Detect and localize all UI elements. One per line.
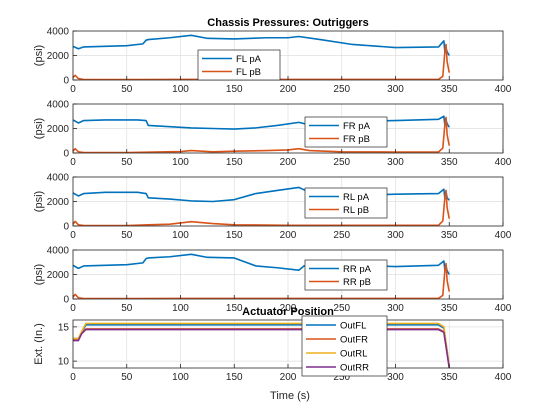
- legend-entry: RR pA: [343, 264, 372, 275]
- legend-entry: RL pB: [343, 205, 369, 216]
- x-tick-label: 100: [172, 157, 189, 168]
- y-tick-label: 0: [63, 76, 69, 87]
- x-tick-label: 300: [387, 157, 404, 168]
- series-line-outrl: [73, 322, 451, 367]
- legend-entry: FR pA: [343, 121, 371, 132]
- y-tick-label: 2000: [47, 51, 70, 62]
- chart-title: Chassis Pressures: Outriggers: [207, 17, 368, 29]
- x-tick-label: 350: [441, 230, 458, 241]
- x-tick-label: 250: [333, 157, 350, 168]
- x-tick-label: 0: [70, 372, 76, 383]
- legend-box: [304, 187, 388, 219]
- legend-box: [304, 116, 388, 148]
- x-tick-label: 250: [333, 303, 350, 314]
- x-tick-label: 300: [387, 230, 404, 241]
- x-tick-label: 250: [333, 372, 350, 383]
- y-tick-label: 15: [58, 322, 70, 333]
- series-line-rr-pa: [73, 253, 450, 275]
- y-tick-label: 10: [58, 357, 70, 368]
- x-tick-label: 350: [441, 157, 458, 168]
- x-tick-label: 100: [172, 372, 189, 383]
- x-tick-label: 400: [495, 303, 512, 314]
- x-tick-label: 300: [387, 84, 404, 95]
- x-tick-label: 0: [70, 303, 76, 314]
- y-tick-label: 2000: [47, 124, 70, 135]
- y-tick-label: 0: [63, 222, 69, 233]
- x-tick-label: 200: [280, 303, 297, 314]
- legend-entry: OutFR: [340, 335, 368, 346]
- x-tick-label: 150: [226, 372, 243, 383]
- y-tick-label: 2000: [47, 270, 70, 281]
- legend-entry: FL pB: [236, 67, 261, 78]
- y-tick-label: 4000: [47, 246, 70, 257]
- x-tick-label: 150: [226, 84, 243, 95]
- x-tick-label: 200: [280, 157, 297, 168]
- legend-box: [304, 259, 388, 291]
- x-tick-label: 350: [441, 372, 458, 383]
- y-axis-label: (psi): [33, 264, 45, 285]
- x-tick-label: 50: [121, 230, 133, 241]
- legend-entry: OutFL: [340, 321, 366, 332]
- y-tick-label: 0: [63, 295, 69, 306]
- x-tick-label: 50: [121, 84, 133, 95]
- x-tick-label: 150: [226, 303, 243, 314]
- x-tick-label: 300: [387, 303, 404, 314]
- legend-entry: OutRR: [340, 363, 369, 374]
- series-line-outrr: [73, 328, 451, 368]
- x-tick-label: 400: [495, 84, 512, 95]
- legend-entry: FL pA: [236, 54, 262, 65]
- legend-entry: RL pA: [343, 192, 370, 203]
- y-axis-label: Ext. (In.): [33, 323, 45, 365]
- series-line-rl-pa: [73, 186, 450, 203]
- x-tick-label: 300: [387, 372, 404, 383]
- y-axis-label: (psi): [33, 191, 45, 212]
- y-tick-label: 0: [63, 149, 69, 160]
- y-tick-label: 4000: [47, 100, 70, 111]
- x-tick-label: 400: [495, 230, 512, 241]
- x-tick-label: 0: [70, 230, 76, 241]
- x-tick-label: 150: [226, 230, 243, 241]
- y-tick-label: 4000: [47, 27, 70, 38]
- x-tick-label: 150: [226, 157, 243, 168]
- legend-entry: RR pB: [343, 277, 371, 288]
- x-tick-label: 50: [121, 372, 133, 383]
- y-tick-label: 4000: [47, 173, 70, 184]
- legend-entry: OutRL: [340, 349, 367, 360]
- y-axis-label: (psi): [33, 45, 45, 66]
- legend-box: [301, 315, 388, 377]
- series-line-fl-pa: [73, 34, 450, 56]
- chart-title: Actuator Position: [242, 306, 334, 318]
- legend-box: [197, 49, 281, 81]
- x-tick-label: 200: [280, 84, 297, 95]
- x-tick-label: 50: [121, 303, 133, 314]
- x-tick-label: 200: [280, 230, 297, 241]
- y-tick-label: 2000: [47, 197, 70, 208]
- series-line-fr-pa: [73, 115, 450, 130]
- x-tick-label: 250: [333, 230, 350, 241]
- x-tick-label: 200: [280, 372, 297, 383]
- figure-xlabel: Time (s): [270, 390, 310, 402]
- x-tick-label: 350: [441, 303, 458, 314]
- x-tick-label: 50: [121, 157, 133, 168]
- x-tick-label: 400: [495, 372, 512, 383]
- x-tick-label: 250: [333, 84, 350, 95]
- x-tick-label: 100: [172, 303, 189, 314]
- x-tick-label: 0: [70, 84, 76, 95]
- x-tick-label: 350: [441, 84, 458, 95]
- y-axis-label: (psi): [33, 118, 45, 139]
- legend-entry: FR pB: [343, 134, 370, 145]
- x-tick-label: 0: [70, 157, 76, 168]
- x-tick-label: 100: [172, 84, 189, 95]
- x-tick-label: 100: [172, 230, 189, 241]
- x-tick-label: 400: [495, 157, 512, 168]
